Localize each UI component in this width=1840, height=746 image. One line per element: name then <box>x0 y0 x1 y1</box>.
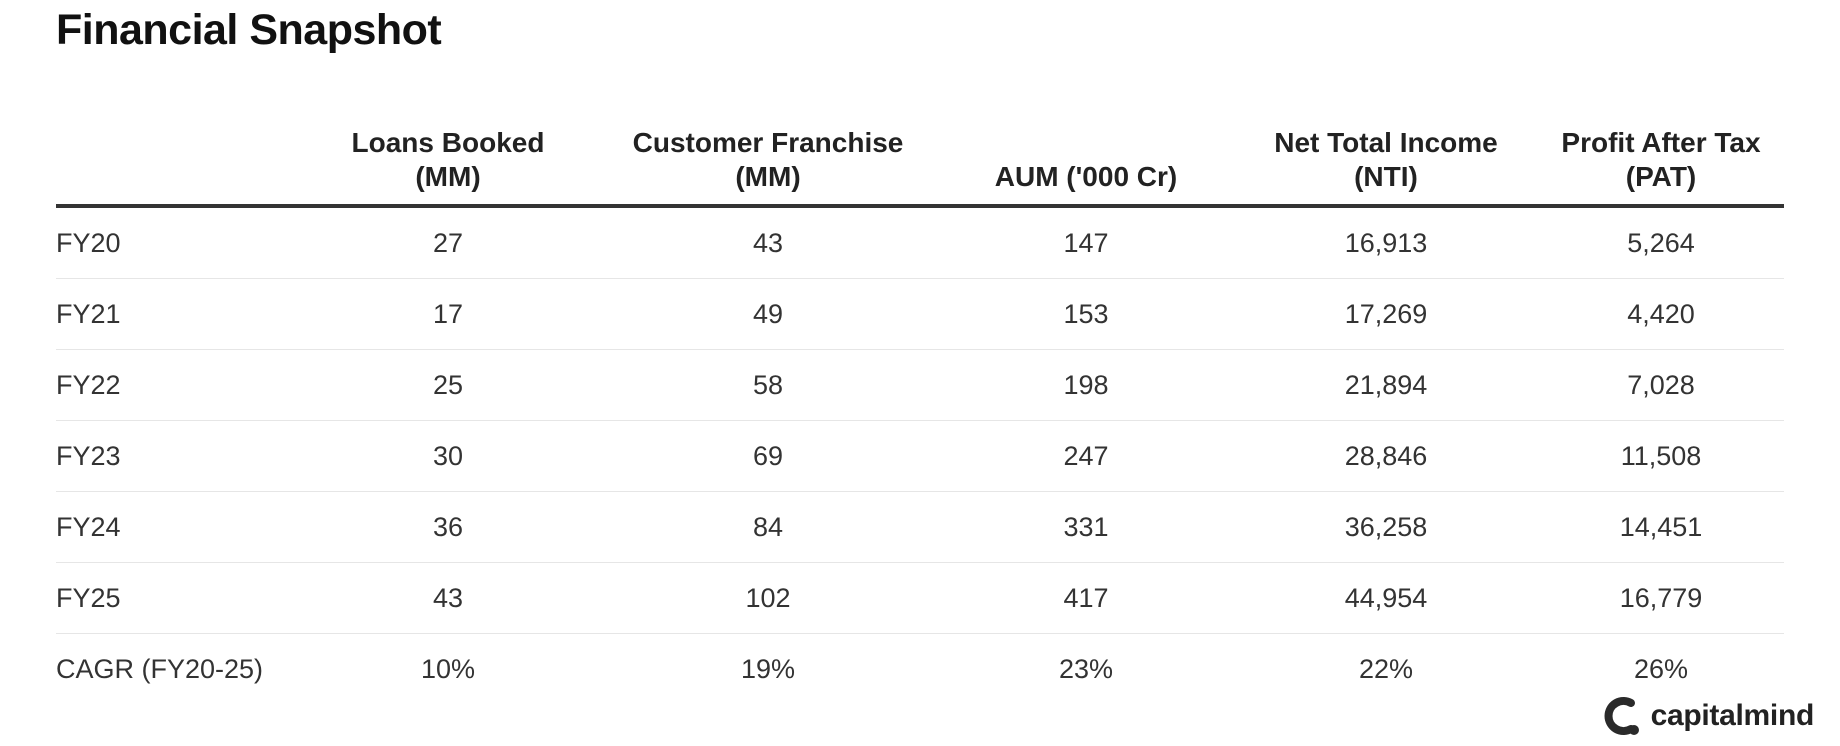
header-loans-booked: Loans Booked (MM) <box>298 100 598 208</box>
header-aum: AUM ('000 Cr) <box>938 100 1234 208</box>
header-line: (PAT) <box>1625 161 1697 192</box>
table-row-cagr: CAGR (FY20-25) 10% 19% 23% 22% 26% <box>56 634 1784 705</box>
table-row: FY21 17 49 153 17,269 4,420 <box>56 278 1784 350</box>
cell-loans-booked: 17 <box>298 278 598 350</box>
brand-logo: capitalmind <box>1601 694 1814 738</box>
cell-customer-franchise: 84 <box>598 491 938 563</box>
cell-pat: 5,264 <box>1538 206 1784 279</box>
cell-pat: 11,508 <box>1538 420 1784 492</box>
cell-customer-franchise: 69 <box>598 420 938 492</box>
header-line: Net Total Income <box>1274 127 1498 158</box>
cell-loans-booked: 27 <box>298 206 598 279</box>
table-row: FY20 27 43 147 16,913 5,264 <box>56 206 1784 279</box>
cell-aum: 147 <box>938 206 1234 279</box>
cell-aum: 247 <box>938 420 1234 492</box>
header-line: Customer Franchise <box>632 127 904 158</box>
row-label: FY23 <box>56 420 298 492</box>
header-net-total-income: Net Total Income (NTI) <box>1234 100 1538 208</box>
cell-nti: 21,894 <box>1234 349 1538 421</box>
table-row: FY25 43 102 417 44,954 16,779 <box>56 562 1784 634</box>
cell-nti: 28,846 <box>1234 420 1538 492</box>
header-line: (NTI) <box>1354 161 1418 192</box>
financial-snapshot-table: Loans Booked (MM) Customer Franchise (MM… <box>56 100 1784 704</box>
cell-customer-franchise: 49 <box>598 278 938 350</box>
cell-nti: 44,954 <box>1234 562 1538 634</box>
row-label: FY21 <box>56 278 298 350</box>
header-label-column <box>56 100 298 208</box>
cell-nti: 36,258 <box>1234 491 1538 563</box>
cell-customer-franchise: 102 <box>598 562 938 634</box>
table-row: FY24 36 84 331 36,258 14,451 <box>56 491 1784 563</box>
row-label: FY22 <box>56 349 298 421</box>
header-line: AUM ('000 Cr) <box>994 161 1178 192</box>
cell-loans-booked: 10% <box>420 653 476 684</box>
header-profit-after-tax: Profit After Tax (PAT) <box>1538 100 1784 208</box>
cell-nti: 17,269 <box>1234 278 1538 350</box>
row-label: CAGR (FY20-25) <box>56 653 264 684</box>
cell-customer-franchise: 43 <box>598 206 938 279</box>
cell-loans-booked: 25 <box>298 349 598 421</box>
row-label: FY25 <box>56 562 298 634</box>
header-line: (MM) <box>415 161 481 192</box>
cell-aum: 23% <box>1058 653 1114 684</box>
cell-nti: 16,913 <box>1234 206 1538 279</box>
cell-loans-booked: 30 <box>298 420 598 492</box>
header-line: Profit After Tax <box>1561 127 1761 158</box>
page-title: Financial Snapshot <box>56 6 442 54</box>
header-line: Loans Booked <box>351 127 545 158</box>
cell-pat: 14,451 <box>1538 491 1784 563</box>
cell-nti: 22% <box>1358 653 1414 684</box>
cell-pat: 16,779 <box>1538 562 1784 634</box>
header-line: (MM) <box>735 161 801 192</box>
table-row: FY23 30 69 247 28,846 11,508 <box>56 420 1784 492</box>
cell-aum: 198 <box>938 349 1234 421</box>
cell-pat: 7,028 <box>1538 349 1784 421</box>
cell-aum: 417 <box>938 562 1234 634</box>
table-row: FY22 25 58 198 21,894 7,028 <box>56 349 1784 421</box>
row-label: FY24 <box>56 491 298 563</box>
header-customer-franchise: Customer Franchise (MM) <box>598 100 938 208</box>
cell-pat: 4,420 <box>1538 278 1784 350</box>
cell-loans-booked: 36 <box>298 491 598 563</box>
brand-name: capitalmind <box>1650 699 1815 732</box>
row-label: FY20 <box>56 206 298 279</box>
cell-pat: 26% <box>1633 653 1689 684</box>
cell-aum: 331 <box>938 491 1234 563</box>
cell-loans-booked: 43 <box>298 562 598 634</box>
capitalmind-logo-icon <box>1604 697 1639 735</box>
cell-customer-franchise: 58 <box>598 349 938 421</box>
cell-customer-franchise: 19% <box>740 653 796 684</box>
table-header-row: Loans Booked (MM) Customer Franchise (MM… <box>56 100 1784 208</box>
cell-aum: 153 <box>938 278 1234 350</box>
